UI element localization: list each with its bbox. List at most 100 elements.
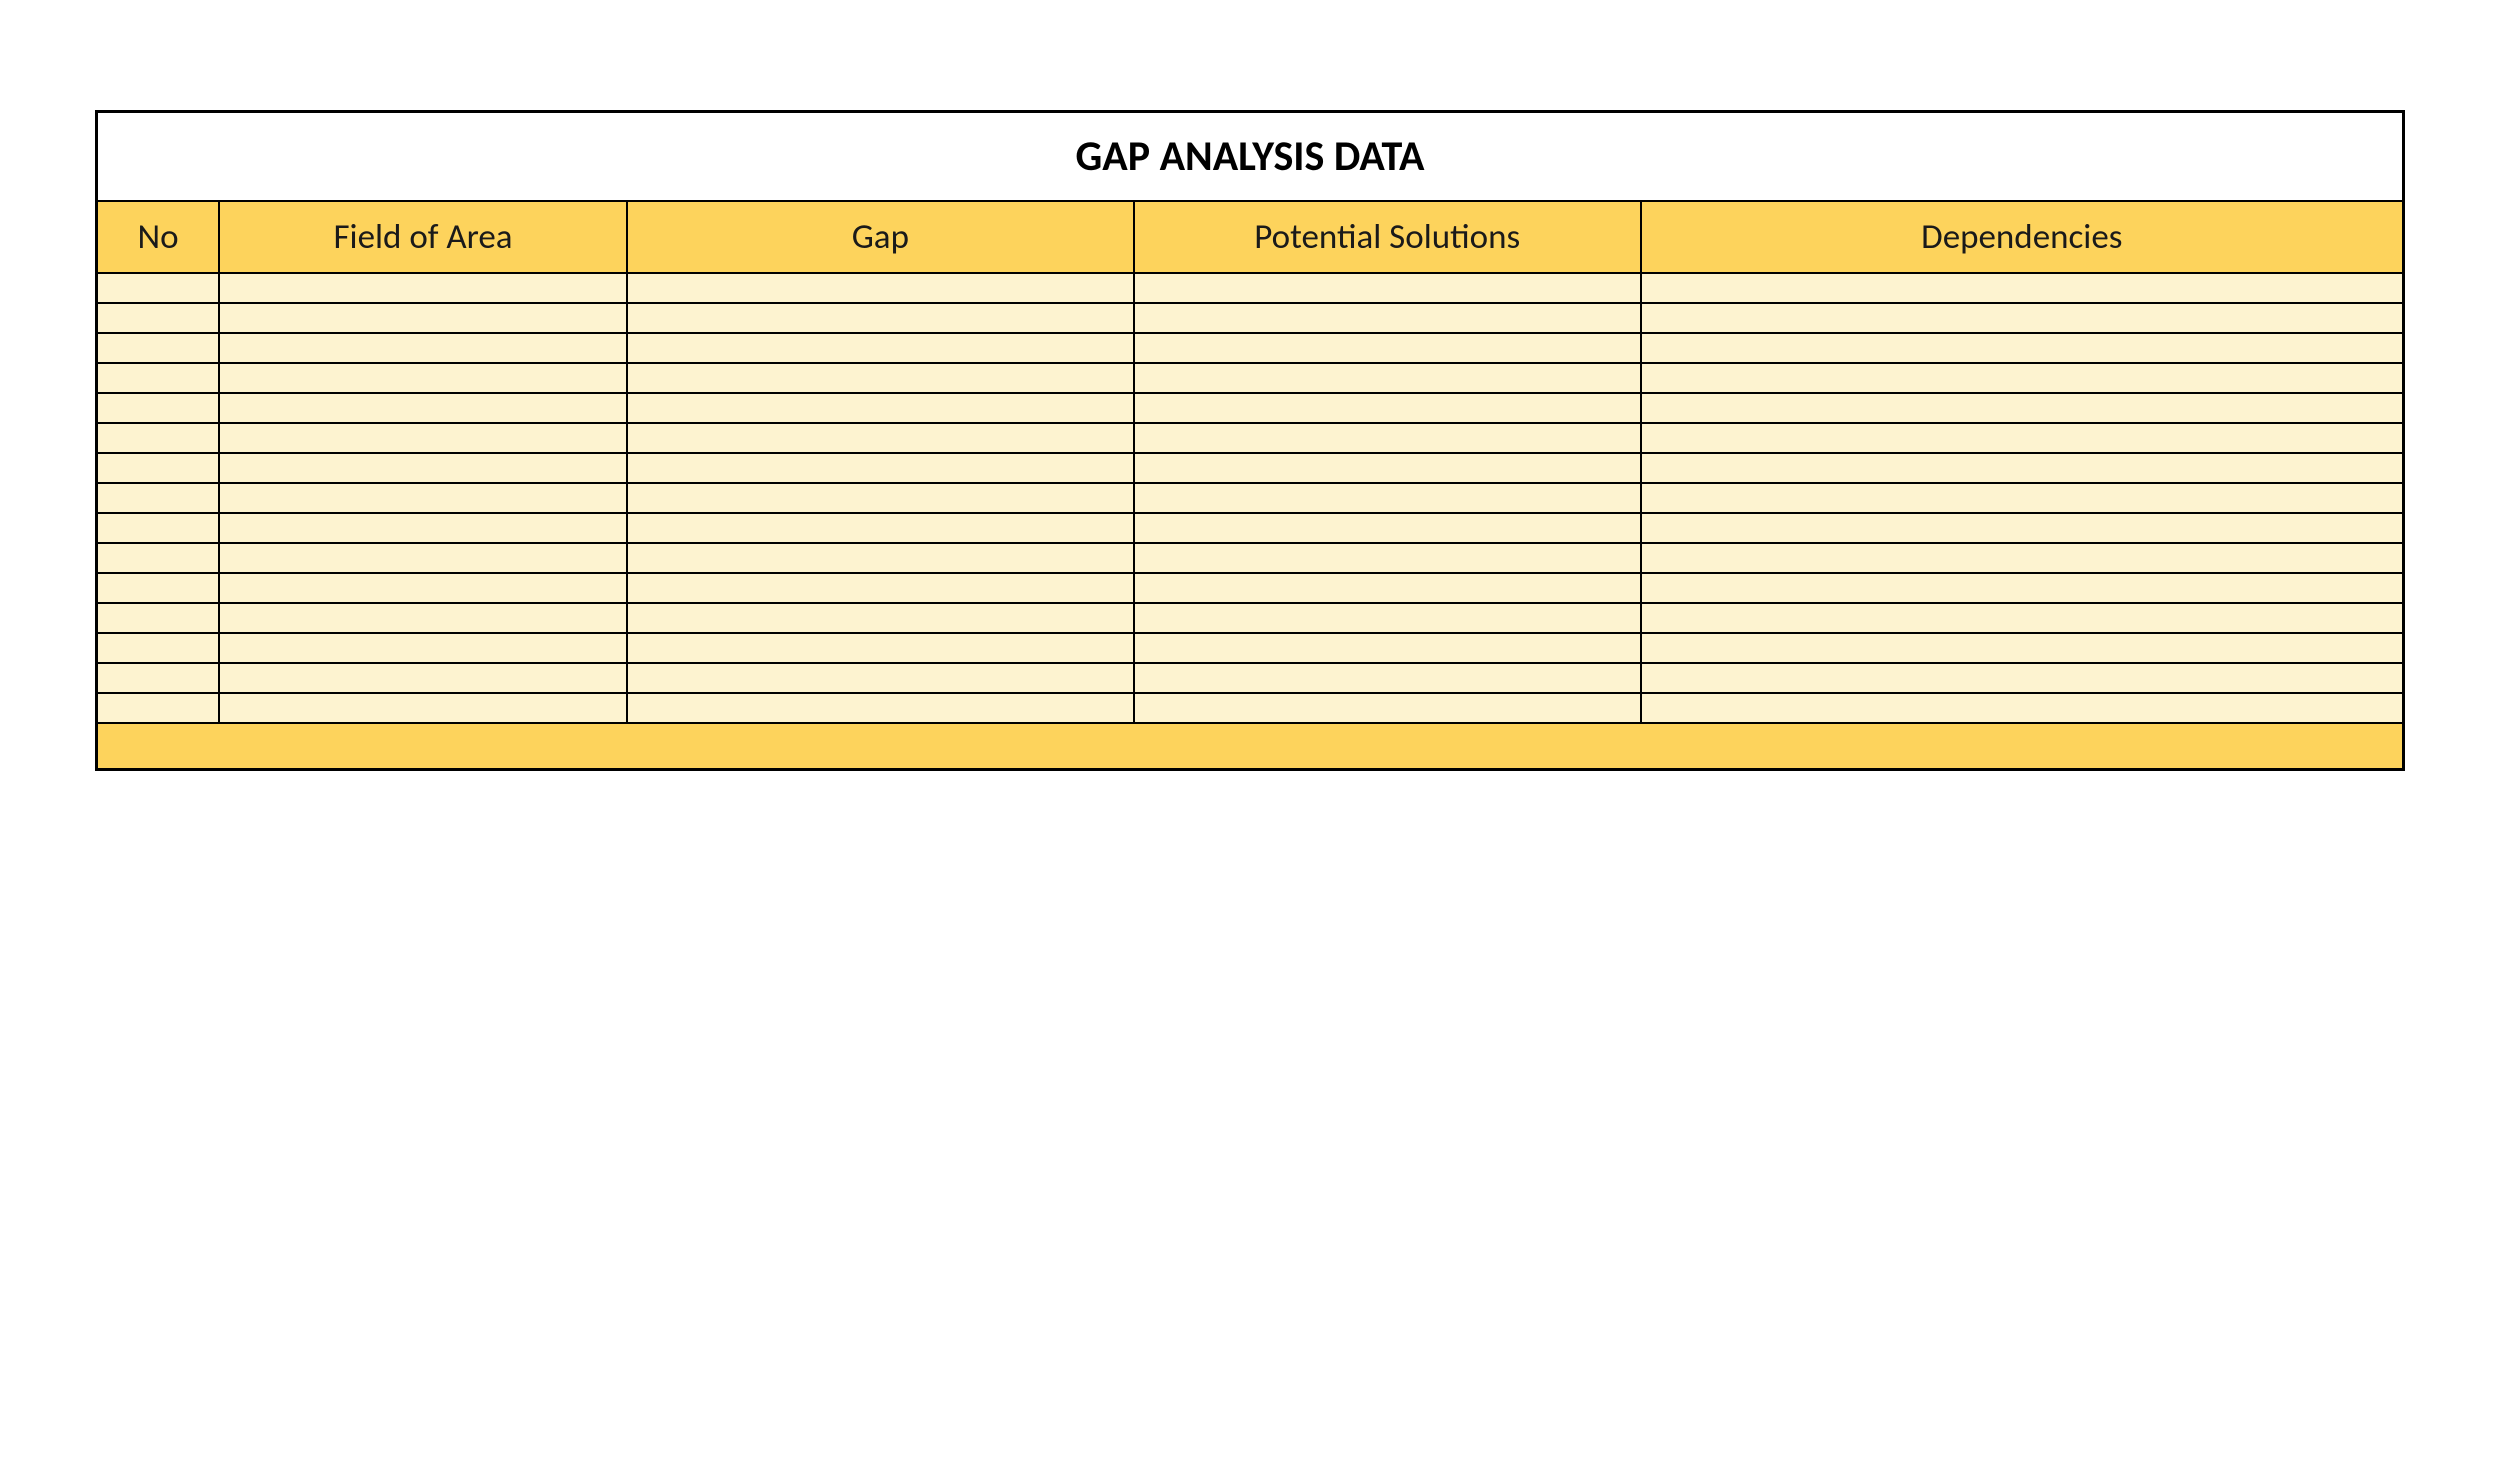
table-body xyxy=(98,274,2402,724)
table-cell xyxy=(628,544,1135,574)
header-gap: Gap xyxy=(628,200,1135,274)
header-solutions: Potential Solutions xyxy=(1135,200,1642,274)
table-cell xyxy=(98,484,220,514)
table-cell xyxy=(628,334,1135,364)
table-cell xyxy=(220,334,628,364)
header-field: Field of Area xyxy=(220,200,628,274)
header-dependencies: Dependencies xyxy=(1642,200,2402,274)
table-cell xyxy=(1135,604,1642,634)
table-cell xyxy=(98,334,220,364)
table-cell xyxy=(1642,664,2402,694)
table-row xyxy=(98,634,2402,664)
table-cell xyxy=(220,544,628,574)
table-cell xyxy=(1135,364,1642,394)
table-row xyxy=(98,274,2402,304)
table-cell xyxy=(1642,484,2402,514)
table-cell xyxy=(1135,484,1642,514)
table-cell xyxy=(220,634,628,664)
table-cell xyxy=(98,424,220,454)
table-title: GAP ANALYSIS DATA xyxy=(98,113,2402,200)
table-cell xyxy=(1135,424,1642,454)
table-cell xyxy=(98,364,220,394)
table-cell xyxy=(98,514,220,544)
table-cell xyxy=(1642,574,2402,604)
table-header-row: No Field of Area Gap Potential Solutions… xyxy=(98,200,2402,274)
table-cell xyxy=(220,274,628,304)
table-cell xyxy=(98,664,220,694)
table-cell xyxy=(1642,454,2402,484)
table-row xyxy=(98,544,2402,574)
table-cell xyxy=(1642,604,2402,634)
table-cell xyxy=(220,604,628,634)
table-row xyxy=(98,604,2402,634)
table-row xyxy=(98,394,2402,424)
table-row xyxy=(98,694,2402,724)
table-cell xyxy=(1642,514,2402,544)
table-cell xyxy=(1135,574,1642,604)
table-cell xyxy=(220,514,628,544)
table-cell xyxy=(220,424,628,454)
table-cell xyxy=(628,394,1135,424)
table-cell xyxy=(1642,694,2402,724)
table-row xyxy=(98,364,2402,394)
table-cell xyxy=(628,514,1135,544)
table-cell xyxy=(98,394,220,424)
table-cell xyxy=(98,274,220,304)
table-cell xyxy=(220,574,628,604)
table-cell xyxy=(220,694,628,724)
table-cell xyxy=(1642,304,2402,334)
gap-analysis-table: GAP ANALYSIS DATA No Field of Area Gap P… xyxy=(95,110,2405,771)
table-row xyxy=(98,514,2402,544)
table-cell xyxy=(220,304,628,334)
table-row xyxy=(98,304,2402,334)
table-row xyxy=(98,454,2402,484)
table-cell xyxy=(98,304,220,334)
table-cell xyxy=(98,574,220,604)
table-cell xyxy=(1135,274,1642,304)
table-cell xyxy=(628,664,1135,694)
table-cell xyxy=(220,454,628,484)
table-cell xyxy=(1642,544,2402,574)
table-cell xyxy=(1135,634,1642,664)
table-cell xyxy=(1135,304,1642,334)
table-cell xyxy=(220,364,628,394)
table-cell xyxy=(1135,694,1642,724)
table-cell xyxy=(628,424,1135,454)
header-no: No xyxy=(98,200,220,274)
table-cell xyxy=(1642,364,2402,394)
table-row xyxy=(98,664,2402,694)
table-cell xyxy=(628,484,1135,514)
table-cell xyxy=(628,574,1135,604)
table-cell xyxy=(98,454,220,484)
table-cell xyxy=(628,364,1135,394)
table-cell xyxy=(98,544,220,574)
table-cell xyxy=(628,634,1135,664)
table-cell xyxy=(98,634,220,664)
table-cell xyxy=(1642,394,2402,424)
table-row xyxy=(98,334,2402,364)
table-footer xyxy=(98,724,2402,768)
table-cell xyxy=(1642,424,2402,454)
table-row xyxy=(98,424,2402,454)
table-cell xyxy=(628,304,1135,334)
table-row xyxy=(98,484,2402,514)
table-cell xyxy=(1135,544,1642,574)
table-cell xyxy=(1135,334,1642,364)
table-cell xyxy=(220,394,628,424)
table-cell xyxy=(628,604,1135,634)
table-cell xyxy=(220,664,628,694)
table-cell xyxy=(1642,334,2402,364)
table-cell xyxy=(1135,664,1642,694)
table-cell xyxy=(1135,454,1642,484)
table-cell xyxy=(628,274,1135,304)
table-cell xyxy=(628,694,1135,724)
table-cell xyxy=(98,694,220,724)
table-row xyxy=(98,574,2402,604)
table-cell xyxy=(1135,514,1642,544)
table-cell xyxy=(220,484,628,514)
table-cell xyxy=(1135,394,1642,424)
table-cell xyxy=(628,454,1135,484)
table-cell xyxy=(1642,634,2402,664)
table-cell xyxy=(98,604,220,634)
table-cell xyxy=(1642,274,2402,304)
